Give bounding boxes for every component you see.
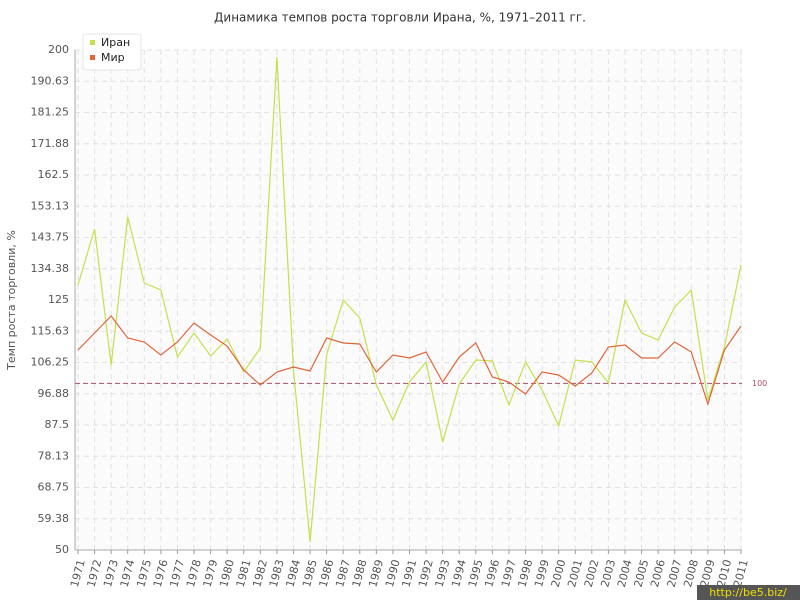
reference-label: 100 (752, 379, 767, 388)
legend-label: Мир (101, 51, 125, 64)
y-tick-label: 153.13 (31, 199, 70, 212)
y-axis-label: Темп роста торговли, % (5, 230, 18, 371)
y-tick-label: 162.5 (38, 168, 70, 181)
chart-title: Динамика темпов роста торговли Ирана, %,… (214, 11, 586, 25)
watermark: http://be5.biz/ (709, 586, 787, 599)
watermark-box (697, 585, 800, 600)
y-tick-label: 78.13 (38, 449, 70, 462)
y-tick-label: 171.88 (31, 137, 70, 150)
legend-box (82, 33, 142, 71)
series-line (77, 56, 742, 543)
y-tick-label: 106.25 (31, 356, 70, 369)
x-tick-label: 2011 (731, 558, 751, 588)
legend-label: Иран (101, 36, 130, 49)
y-tick-label: 96.88 (38, 387, 70, 400)
y-tick-label: 125 (48, 293, 69, 306)
series-line (77, 315, 742, 407)
y-tick-label: 87.5 (45, 418, 70, 431)
y-tick-label: 134.38 (31, 262, 70, 275)
y-tick-label: 59.38 (38, 512, 70, 525)
y-tick-label: 115.63 (31, 324, 70, 337)
y-tick-label: 143.75 (31, 231, 70, 244)
y-tick-label: 50 (55, 543, 69, 556)
legend-swatch (90, 55, 95, 60)
y-tick-label: 68.75 (38, 481, 70, 494)
y-tick-label: 200 (48, 43, 69, 56)
y-tick-label: 190.63 (31, 74, 70, 87)
y-tick-label: 181.25 (31, 106, 70, 119)
legend-swatch (90, 40, 95, 45)
